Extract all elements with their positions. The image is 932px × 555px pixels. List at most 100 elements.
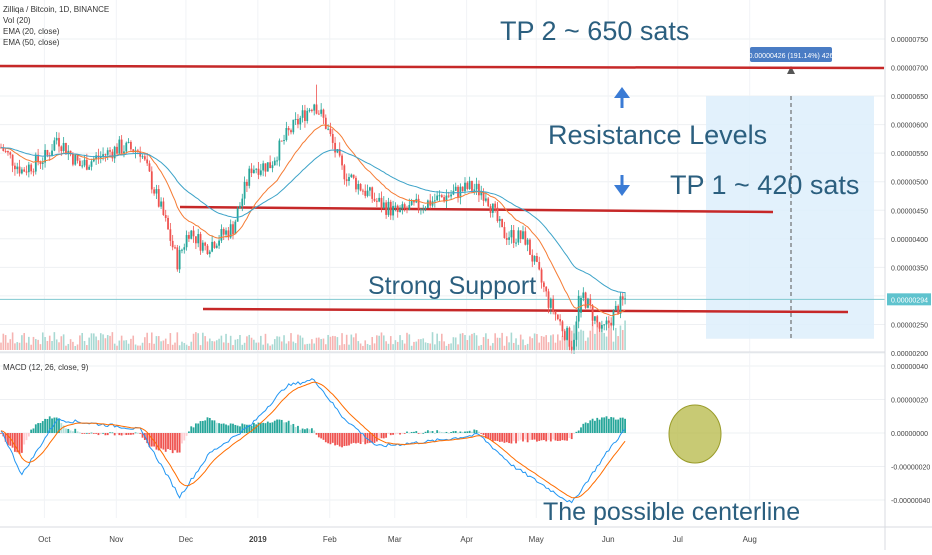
candle-body (568, 327, 571, 347)
candle-body (413, 200, 415, 203)
macd-histogram-bar (266, 421, 269, 433)
ema50-label: EMA (50, close) (3, 38, 60, 47)
volume-bar (338, 345, 341, 350)
volume-bar (287, 341, 290, 350)
volume-bar (420, 339, 422, 350)
macd-histogram-bar (14, 433, 16, 452)
macd-histogram-bar (517, 433, 520, 442)
projection-area (706, 96, 874, 339)
macd-histogram-bar (429, 431, 432, 433)
candle-body (190, 230, 193, 239)
candle-body (522, 231, 524, 240)
candle-body (246, 181, 248, 186)
macd-histogram-bar (271, 422, 274, 433)
volume-bar (436, 333, 438, 350)
macd-histogram-bar (25, 433, 28, 441)
support-annotation: Strong Support (368, 272, 537, 300)
macd-histogram-bar (561, 433, 564, 441)
volume-bar (591, 321, 594, 350)
volume-bar (482, 337, 485, 350)
volume-bar (148, 343, 151, 350)
candle-body (350, 174, 353, 178)
candle-body (401, 204, 404, 209)
volume-bar (584, 340, 587, 350)
macd-histogram-bar (591, 418, 594, 433)
volume-bar (392, 344, 394, 350)
volume-bar (81, 332, 83, 350)
macd-histogram-bar (375, 433, 378, 442)
macd-histogram-bar (23, 433, 26, 445)
up-arrow-icon (614, 87, 630, 98)
symbol-title: Zilliqa / Bitcoin, 1D, BINANCE (3, 5, 110, 14)
macd-histogram-bar (248, 424, 251, 433)
volume-bar (366, 343, 369, 350)
symbol-legend: Zilliqa / Bitcoin, 1D, BINANCE Vol (20) … (3, 4, 109, 48)
volume-bar (503, 345, 506, 350)
macd-histogram-bar (343, 433, 346, 447)
volume-bar (505, 336, 508, 350)
macd-histogram-bar (426, 430, 429, 433)
macd-histogram-bar (97, 433, 100, 436)
volume-bar (508, 342, 510, 350)
macd-histogram-bar (69, 430, 72, 433)
macd-histogram-bar (290, 424, 292, 433)
candle-body (306, 110, 309, 122)
candle-body (41, 162, 44, 164)
signal-line (0, 381, 626, 499)
macd-histogram-bar (612, 417, 615, 433)
candle-body (561, 321, 564, 332)
volume-bar (441, 333, 443, 350)
macd-histogram-bar (331, 433, 334, 443)
macd-histogram-bar (99, 433, 102, 435)
volume-bar (95, 336, 97, 350)
volume-bar (320, 338, 322, 350)
volume-bar (37, 339, 39, 350)
volume-bar (169, 333, 172, 350)
macd-histogram-bar (111, 432, 114, 434)
volume-bar (39, 344, 42, 350)
candle-body (232, 224, 234, 235)
macd-histogram-bar (610, 417, 613, 433)
volume-bar (290, 333, 292, 350)
volume-bar (160, 341, 162, 350)
candle-body (540, 269, 543, 283)
candle-body (4, 150, 7, 152)
volume-bar (88, 337, 90, 350)
volume-bar (471, 333, 473, 350)
price-tick-label: 0.00000350 (891, 265, 928, 272)
macd-histogram-bar (88, 433, 91, 434)
overlays (614, 87, 722, 464)
volume-bar (90, 333, 93, 350)
volume-bar (422, 338, 425, 350)
volume-bar (485, 333, 487, 350)
volume-bar (69, 339, 72, 350)
candle-body (109, 150, 111, 152)
macd-histogram-bar (603, 417, 606, 433)
macd-histogram-bar (587, 423, 589, 433)
macd-histogram-bar (153, 433, 156, 447)
candle-body (167, 217, 169, 230)
volume-bar (369, 345, 371, 350)
volume-bar (352, 337, 355, 350)
candle-body (276, 160, 278, 162)
candle-body (269, 162, 272, 169)
macd-histogram-bar (113, 433, 116, 436)
macd-histogram-bar (150, 433, 153, 447)
macd-title: MACD (12, 26, close, 9) (3, 363, 89, 372)
volume-bar (464, 334, 466, 350)
macd-histogram-bar (55, 417, 58, 433)
projection-label: 0.00000426 (191.14%) 426 (749, 53, 834, 60)
macd-histogram-bar (208, 417, 211, 433)
candle-body (614, 305, 617, 311)
candle-body (248, 168, 251, 186)
volume-bar (127, 343, 130, 350)
candle-body (146, 159, 149, 164)
volume-bar (11, 332, 14, 350)
volume-bar (171, 344, 174, 350)
volume-bar (345, 334, 348, 350)
time-tick-label: Oct (38, 535, 51, 544)
macd-histogram-bar (554, 433, 557, 441)
volume-bar (322, 338, 325, 350)
